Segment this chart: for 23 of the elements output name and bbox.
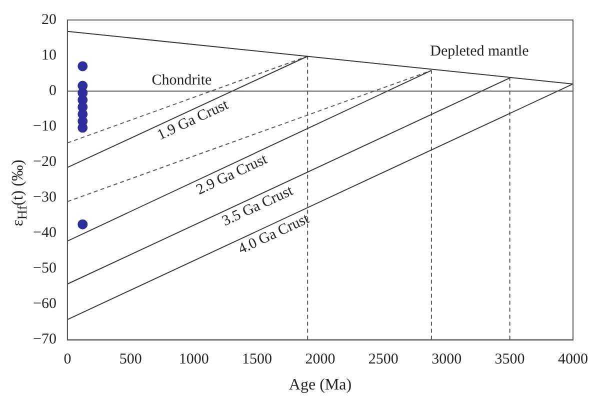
- x-tick-label: 1500: [242, 352, 272, 368]
- y-tick-label: 0: [48, 83, 56, 100]
- x-tick-label: 3000: [432, 352, 462, 368]
- x-tick-label: 500: [119, 352, 142, 368]
- x-tick-label: 2500: [368, 352, 398, 368]
- annotation: Chondrite: [152, 72, 212, 89]
- y-tick-label: −40: [32, 225, 56, 242]
- y-tick-label: −20: [32, 154, 56, 170]
- y-tick-label: −30: [32, 190, 56, 206]
- annotation: 1.9 Ga Crust: [155, 96, 232, 144]
- annotation: Depleted mantle: [430, 43, 530, 60]
- y-tick-label: −10: [32, 118, 56, 135]
- y-tick-label: 20: [41, 12, 56, 28]
- x-tick-label: 2000: [305, 352, 336, 368]
- y-tick-label: −60: [32, 296, 56, 312]
- x-tick-label: 3500: [494, 352, 525, 368]
- y-tick-label: −70: [32, 332, 56, 348]
- x-tick-label: 4000: [558, 352, 588, 368]
- x-tick-label: 1000: [178, 352, 209, 368]
- x-tick-label: 0: [64, 352, 72, 368]
- y-tick-label: 10: [41, 47, 56, 64]
- y-tick-label: −50: [32, 260, 56, 277]
- x-axis-title: Age (Ma): [288, 376, 352, 394]
